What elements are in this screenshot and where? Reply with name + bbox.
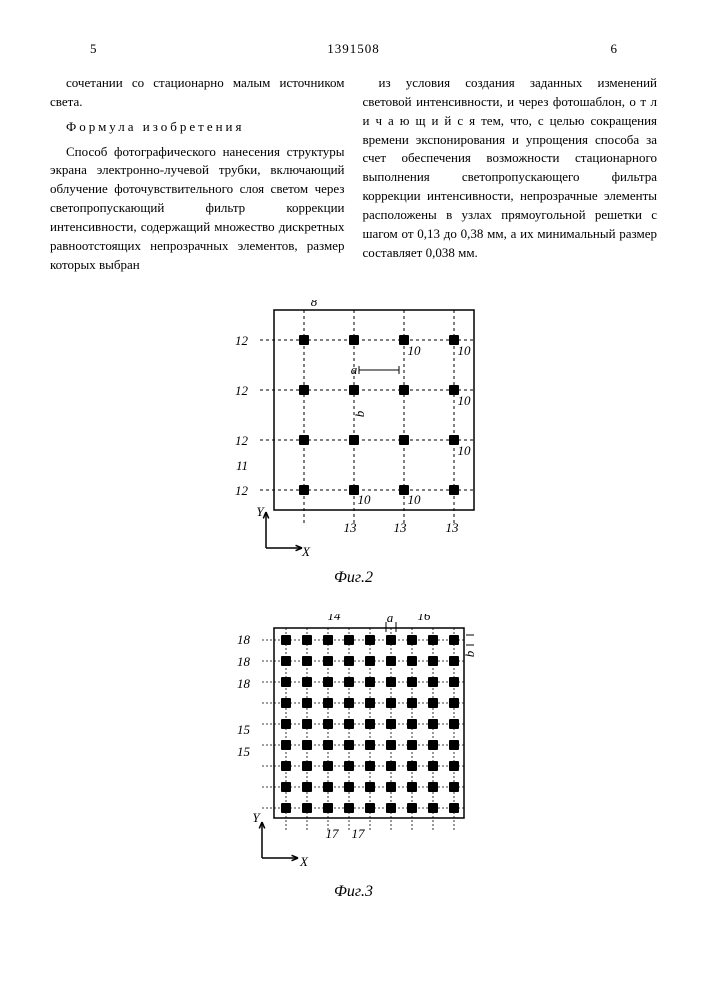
figure-3: 14 a 16 b 18 18 18 15 15 17 17 Y X Фиг.3	[50, 614, 657, 903]
para-3: из условия создания заданных изменений с…	[363, 74, 658, 262]
svg-text:b: b	[352, 411, 367, 418]
svg-text:15: 15	[237, 722, 251, 737]
svg-text:a: a	[350, 362, 357, 377]
svg-text:16: 16	[417, 614, 431, 623]
svg-text:12: 12	[235, 483, 249, 498]
svg-text:12: 12	[235, 433, 249, 448]
figure-2: 81212121112101010101010131313abYX Фиг.2	[50, 300, 657, 589]
svg-text:15: 15	[237, 744, 251, 759]
svg-text:11: 11	[235, 458, 247, 473]
svg-text:a: a	[386, 614, 393, 625]
svg-text:Y: Y	[252, 810, 261, 825]
svg-text:10: 10	[457, 443, 471, 458]
svg-text:X: X	[301, 544, 311, 559]
page-header: 5 1391508 6	[50, 40, 657, 60]
svg-text:X: X	[299, 854, 309, 869]
formula-heading: Формула изобретения	[50, 118, 345, 137]
fig2-svg: 81212121112101010101010131313abYX	[204, 300, 504, 560]
svg-text:10: 10	[357, 492, 371, 507]
svg-text:18: 18	[237, 676, 251, 691]
svg-text:10: 10	[457, 343, 471, 358]
text-columns: сочетании со стационарно малым источнико…	[50, 74, 657, 280]
svg-text:14: 14	[327, 614, 341, 623]
fig3-caption: Фиг.3	[50, 880, 657, 903]
patent-number: 1391508	[327, 40, 380, 59]
svg-text:12: 12	[235, 383, 249, 398]
svg-text:18: 18	[237, 654, 251, 669]
left-column: сочетании со стационарно малым источнико…	[50, 74, 345, 280]
figures-block: 81212121112101010101010131313abYX Фиг.2 …	[50, 300, 657, 902]
para-1: сочетании со стационарно малым источнико…	[50, 74, 345, 112]
svg-text:13: 13	[445, 520, 459, 535]
svg-text:10: 10	[407, 343, 421, 358]
svg-text:8: 8	[310, 300, 317, 309]
svg-text:17: 17	[351, 826, 365, 841]
fig3-svg: 14 a 16 b 18 18 18 15 15 17 17 Y X	[204, 614, 504, 874]
svg-text:b: b	[462, 650, 477, 657]
svg-text:12: 12	[235, 333, 249, 348]
para-2: Способ фотографического нанесения структ…	[50, 143, 345, 275]
svg-text:10: 10	[457, 393, 471, 408]
svg-text:10: 10	[407, 492, 421, 507]
hdr-col-left: 5	[90, 40, 97, 59]
formula-heading-text: Формула изобретения	[66, 119, 244, 134]
svg-text:13: 13	[343, 520, 357, 535]
svg-text:18: 18	[237, 632, 251, 647]
fig2-caption: Фиг.2	[50, 566, 657, 589]
right-column: из условия создания заданных изменений с…	[363, 74, 658, 280]
svg-text:17: 17	[325, 826, 339, 841]
hdr-col-right: 6	[611, 40, 618, 59]
svg-text:13: 13	[393, 520, 407, 535]
